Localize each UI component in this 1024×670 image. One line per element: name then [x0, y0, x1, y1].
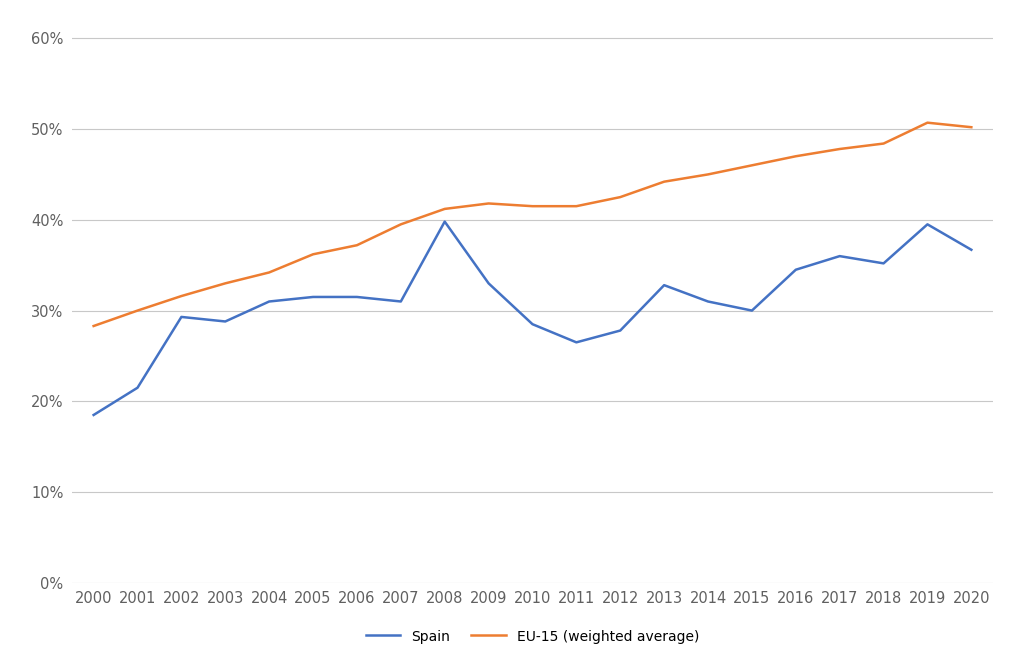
EU-15 (weighted average)	[922, 119, 934, 127]
EU-15 (weighted average)	[87, 322, 99, 330]
EU-15 (weighted average)	[701, 170, 714, 178]
Spain	[966, 246, 978, 254]
Spain	[351, 293, 364, 301]
Spain	[219, 318, 231, 326]
Spain	[263, 297, 275, 306]
Spain	[394, 297, 407, 306]
EU-15 (weighted average)	[570, 202, 583, 210]
Spain	[745, 307, 758, 315]
EU-15 (weighted average)	[790, 152, 802, 160]
Legend: Spain, EU-15 (weighted average): Spain, EU-15 (weighted average)	[360, 624, 705, 649]
EU-15 (weighted average)	[263, 269, 275, 277]
Spain	[790, 266, 802, 274]
Spain	[526, 320, 539, 328]
Spain	[878, 259, 890, 267]
EU-15 (weighted average)	[878, 139, 890, 147]
Line: EU-15 (weighted average): EU-15 (weighted average)	[93, 123, 972, 326]
EU-15 (weighted average)	[351, 241, 364, 249]
EU-15 (weighted average)	[745, 161, 758, 170]
Spain	[701, 297, 714, 306]
EU-15 (weighted average)	[482, 200, 495, 208]
EU-15 (weighted average)	[131, 307, 143, 315]
Spain	[175, 313, 187, 321]
Spain	[922, 220, 934, 228]
EU-15 (weighted average)	[834, 145, 846, 153]
Spain	[834, 252, 846, 260]
EU-15 (weighted average)	[307, 251, 319, 259]
EU-15 (weighted average)	[438, 205, 451, 213]
EU-15 (weighted average)	[219, 279, 231, 287]
Spain	[658, 281, 671, 289]
Spain	[87, 411, 99, 419]
Spain	[307, 293, 319, 301]
Spain	[131, 384, 143, 392]
EU-15 (weighted average)	[526, 202, 539, 210]
EU-15 (weighted average)	[614, 193, 627, 201]
Spain	[438, 218, 451, 226]
Spain	[614, 326, 627, 334]
EU-15 (weighted average)	[394, 220, 407, 228]
EU-15 (weighted average)	[175, 292, 187, 300]
EU-15 (weighted average)	[658, 178, 671, 186]
Spain	[570, 338, 583, 346]
Line: Spain: Spain	[93, 222, 972, 415]
Spain	[482, 279, 495, 287]
EU-15 (weighted average)	[966, 123, 978, 131]
